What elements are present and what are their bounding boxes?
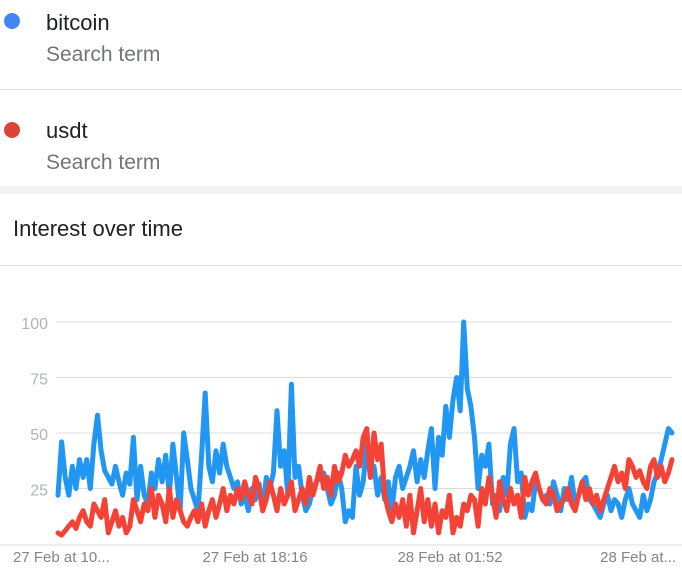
x-tick-label: 28 Feb at...: [600, 549, 676, 566]
section-gap: [0, 186, 682, 194]
bitcoin-color-dot: [4, 13, 20, 29]
y-tick-label: 50: [30, 427, 48, 444]
usdt-color-dot: [4, 122, 20, 138]
section-title: Interest over time: [13, 216, 183, 241]
y-tick-label: 100: [21, 316, 48, 333]
series-line-usdt: [55, 426, 675, 538]
term-card-usdt[interactable]: usdt Search term: [0, 90, 682, 186]
term-subtitle: Search term: [46, 43, 161, 66]
term-card-bitcoin[interactable]: bitcoin Search term: [0, 0, 682, 90]
term-name: usdt: [46, 118, 88, 143]
section-divider: [0, 265, 682, 266]
x-tick-label: 28 Feb at 01:52: [397, 549, 502, 566]
y-tick-label: 75: [30, 372, 48, 389]
x-tick-label: 27 Feb at 10...: [13, 549, 110, 566]
term-subtitle: Search term: [46, 151, 161, 174]
x-tick-label: 27 Feb at 18:16: [202, 549, 307, 566]
y-tick-label: 25: [30, 483, 48, 500]
interest-over-time-chart[interactable]: 25 50 75 100 27 Feb at 10... 27 Feb at 18:16 2…: [0, 300, 682, 570]
term-name: bitcoin: [46, 10, 110, 35]
